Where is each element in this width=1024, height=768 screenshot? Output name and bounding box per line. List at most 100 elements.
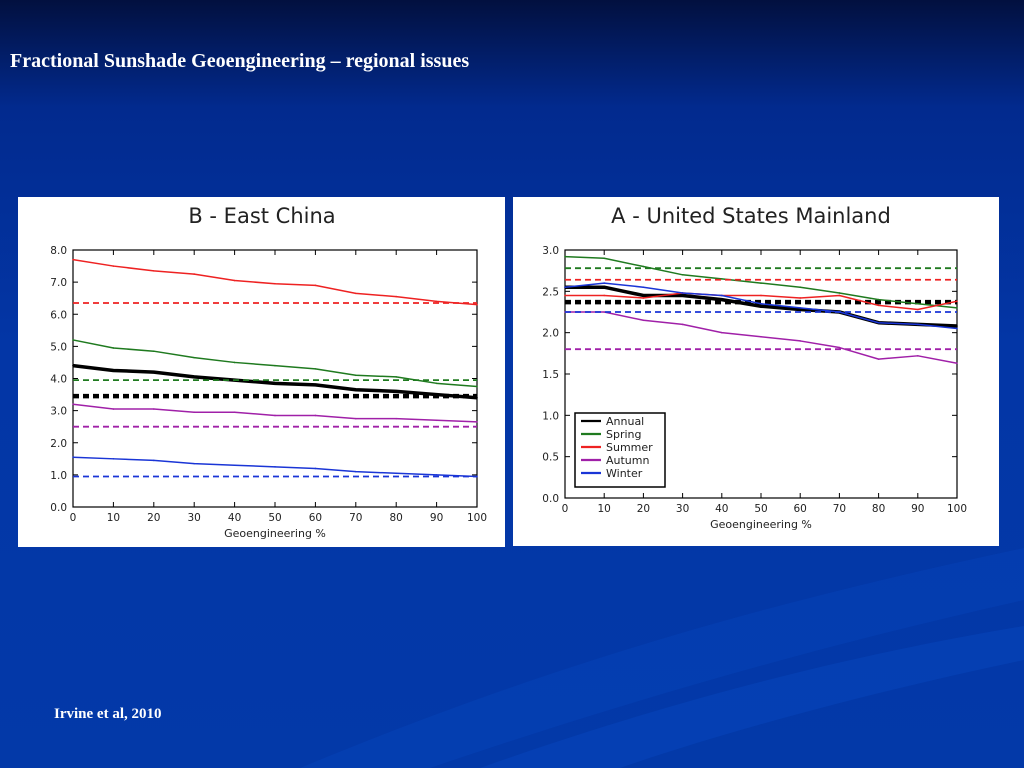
data-point-winter [233, 464, 236, 467]
y-tick-label: 8.0 [50, 245, 67, 257]
data-point-winter [112, 458, 115, 460]
data-point-summer [112, 265, 115, 267]
legend-label-winter: Winter [606, 467, 643, 480]
data-point-winter [435, 474, 438, 476]
data-point-winter [681, 292, 684, 294]
x-tick-label: 20 [147, 512, 160, 524]
series-line-autumn [565, 311, 958, 364]
data-point-winter [642, 286, 645, 288]
data-point-annual [355, 388, 357, 391]
x-tick-label: 20 [637, 503, 650, 515]
data-point-annual [721, 298, 723, 301]
data-point-winter [760, 302, 762, 305]
data-point-spring [603, 257, 605, 260]
data-point-spring [877, 298, 880, 301]
chart-title: B - East China [188, 204, 335, 228]
data-point-spring [838, 292, 841, 294]
data-point-winter [877, 321, 880, 324]
data-point-winter [355, 470, 357, 473]
y-tick-label: 0.5 [542, 452, 559, 464]
data-point-summer [274, 282, 276, 285]
data-point-annual [642, 294, 645, 297]
x-tick-label: 70 [349, 512, 362, 524]
data-point-summer [799, 297, 801, 299]
data-point-winter [314, 467, 317, 470]
x-tick-label: 30 [676, 503, 689, 515]
data-point-winter [838, 311, 841, 313]
data-point-autumn [721, 331, 723, 334]
data-point-spring [799, 286, 801, 288]
data-point-spring [642, 265, 645, 268]
data-point-spring [721, 278, 723, 280]
data-point-spring [564, 255, 566, 258]
data-point-summer [956, 300, 958, 303]
y-tick-label: 5.0 [50, 341, 67, 353]
swoosh-band-lower [480, 626, 1024, 768]
data-point-autumn [877, 358, 880, 360]
data-point-summer [603, 294, 605, 297]
legend-box [574, 412, 666, 488]
data-point-summer [314, 284, 317, 287]
data-point-annual [153, 371, 155, 373]
data-point-summer [838, 294, 841, 297]
data-point-summer [153, 270, 155, 272]
data-point-summer [476, 303, 478, 306]
x-tick-label: 90 [430, 512, 443, 524]
y-tick-label: 6.0 [50, 309, 67, 321]
data-point-summer [233, 279, 236, 282]
data-point-summer [642, 297, 645, 299]
data-point-autumn [274, 414, 276, 417]
data-point-annual [476, 396, 478, 399]
data-point-autumn [355, 417, 357, 420]
data-point-autumn [112, 408, 115, 410]
y-tick-label: 1.5 [542, 369, 559, 381]
y-tick-label: 2.0 [542, 328, 559, 340]
x-axis-label: Geoengineering % [710, 518, 812, 531]
data-point-summer [877, 304, 880, 307]
slide-title: Fractional Sunshade Geoengineering – reg… [10, 50, 470, 72]
data-point-spring [112, 347, 115, 349]
data-point-autumn [917, 355, 919, 357]
data-point-annual [395, 390, 398, 393]
y-tick-label: 3.0 [542, 245, 559, 257]
y-tick-label: 7.0 [50, 277, 67, 289]
data-point-spring [153, 350, 155, 352]
x-tick-label: 100 [947, 503, 967, 515]
data-point-winter [153, 459, 155, 462]
chart-title: A - United States Mainland [611, 204, 891, 228]
data-point-annual [314, 384, 317, 386]
data-point-summer [917, 308, 919, 311]
swoosh-band-upper [300, 548, 1024, 768]
data-point-spring [476, 385, 478, 388]
y-tick-label: 0.0 [542, 493, 559, 505]
y-tick-label: 3.0 [50, 406, 67, 418]
data-point-annual [603, 286, 605, 288]
data-point-spring [956, 307, 958, 309]
x-tick-label: 70 [833, 503, 846, 515]
plot-frame [72, 249, 478, 508]
data-point-summer [193, 273, 195, 275]
data-point-winter [274, 466, 276, 468]
data-point-winter [799, 307, 801, 309]
x-tick-label: 40 [715, 503, 728, 515]
x-tick-label: 30 [188, 512, 201, 524]
data-point-autumn [956, 362, 958, 365]
x-tick-label: 50 [268, 512, 281, 524]
data-point-winter [72, 456, 74, 459]
data-point-winter [917, 323, 919, 326]
data-point-summer [355, 292, 357, 295]
legend-label-autumn: Autumn [606, 454, 649, 467]
chart-united-states: A - United States Mainland 0 10 20 30 40 50 60 7… [542, 204, 967, 531]
data-point-annual [274, 382, 276, 385]
data-point-summer [395, 295, 398, 298]
data-point-spring [314, 368, 317, 370]
data-point-spring [233, 361, 236, 364]
data-point-spring [760, 282, 762, 284]
chart-east-china: B - East China 0 10 20 30 40 50 60 70 80 90 100 0.0 1… [50, 204, 487, 540]
series-line-annual [72, 363, 478, 400]
x-tick-label: 80 [872, 503, 885, 515]
data-point-autumn [153, 408, 155, 410]
citation: Irvine et al, 2010 [54, 706, 162, 722]
data-point-annual [799, 308, 801, 311]
